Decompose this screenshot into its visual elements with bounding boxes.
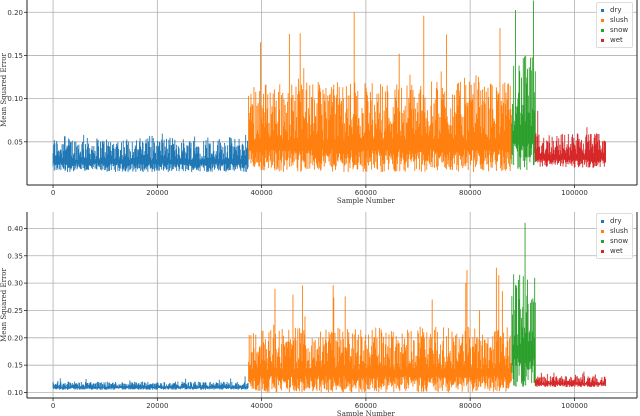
series-dry (52, 133, 249, 173)
series-wet (534, 110, 606, 168)
x-tick-label: 20000 (146, 189, 168, 197)
y-axis-label: Mean Squared Error (0, 52, 8, 126)
x-tick-label: 60000 (355, 189, 377, 197)
wet-marker-icon (601, 249, 604, 253)
y-tick-label: 0.30 (7, 280, 23, 288)
top-chart-panel: 0 20000 40000 60000 80000 100000 0.05 0.10 0.15 0… (0, 0, 638, 205)
y-tick-label: 0.15 (7, 362, 23, 370)
y-axis-label: Mean Squared Error (0, 267, 8, 341)
legend-item-wet: wet (601, 246, 628, 256)
legend-item-dry: dry (601, 216, 628, 226)
x-tick-label: 40000 (250, 402, 272, 410)
series-dry (52, 376, 249, 390)
series-snow (511, 222, 536, 387)
x-tick-label: 0 (51, 402, 55, 410)
x-axis-label: Sample Number (337, 410, 396, 416)
bottom-legend: dry slush snow wet (596, 213, 634, 259)
slush-marker-icon (601, 18, 604, 22)
y-tick-label: 0.10 (7, 95, 23, 103)
x-tick-label: 20000 (146, 402, 168, 410)
snow-marker-icon (601, 239, 604, 243)
x-axis-label: Sample Number (337, 197, 396, 205)
y-tick-label: 0.40 (7, 225, 23, 233)
dry-marker-icon (601, 219, 604, 223)
x-tick-label: 40000 (250, 189, 272, 197)
series-slush (248, 267, 512, 393)
legend-item-slush: slush (601, 226, 628, 236)
y-tick-label: 0.25 (7, 307, 23, 315)
y-tick-label: 0.10 (7, 389, 23, 397)
legend-item-slush: slush (601, 15, 628, 25)
series-wet (534, 371, 606, 388)
y-tick-label: 0.35 (7, 252, 23, 260)
x-tick-label: 80000 (459, 402, 481, 410)
bottom-chart: 0 20000 40000 60000 80000 100000 0.10 0.15 0.20 0… (0, 212, 638, 416)
legend-item-snow: snow (601, 236, 628, 246)
legend-item-snow: snow (601, 25, 628, 35)
y-tick-label: 0.20 (7, 334, 23, 342)
snow-marker-icon (601, 28, 604, 32)
top-chart: 0 20000 40000 60000 80000 100000 0.05 0.10 0.15 0… (0, 0, 638, 205)
x-tick-label: 100000 (561, 402, 588, 410)
x-tick-label: 80000 (459, 189, 481, 197)
x-tick-label: 100000 (561, 189, 588, 197)
legend-item-wet: wet (601, 35, 628, 45)
x-tick-label: 0 (51, 189, 55, 197)
wet-marker-icon (601, 38, 604, 42)
legend-item-dry: dry (601, 5, 628, 15)
series-slush (248, 12, 512, 173)
x-tick-label: 60000 (355, 402, 377, 410)
slush-marker-icon (601, 229, 604, 233)
y-tick-label: 0.20 (7, 9, 23, 17)
series-snow (511, 0, 536, 170)
top-legend: dry slush snow wet (596, 2, 634, 48)
dry-marker-icon (601, 8, 604, 12)
bottom-chart-panel: 0 20000 40000 60000 80000 100000 0.10 0.15 0.20 0… (0, 208, 640, 416)
y-tick-label: 0.15 (7, 52, 23, 60)
y-tick-label: 0.05 (7, 138, 23, 146)
